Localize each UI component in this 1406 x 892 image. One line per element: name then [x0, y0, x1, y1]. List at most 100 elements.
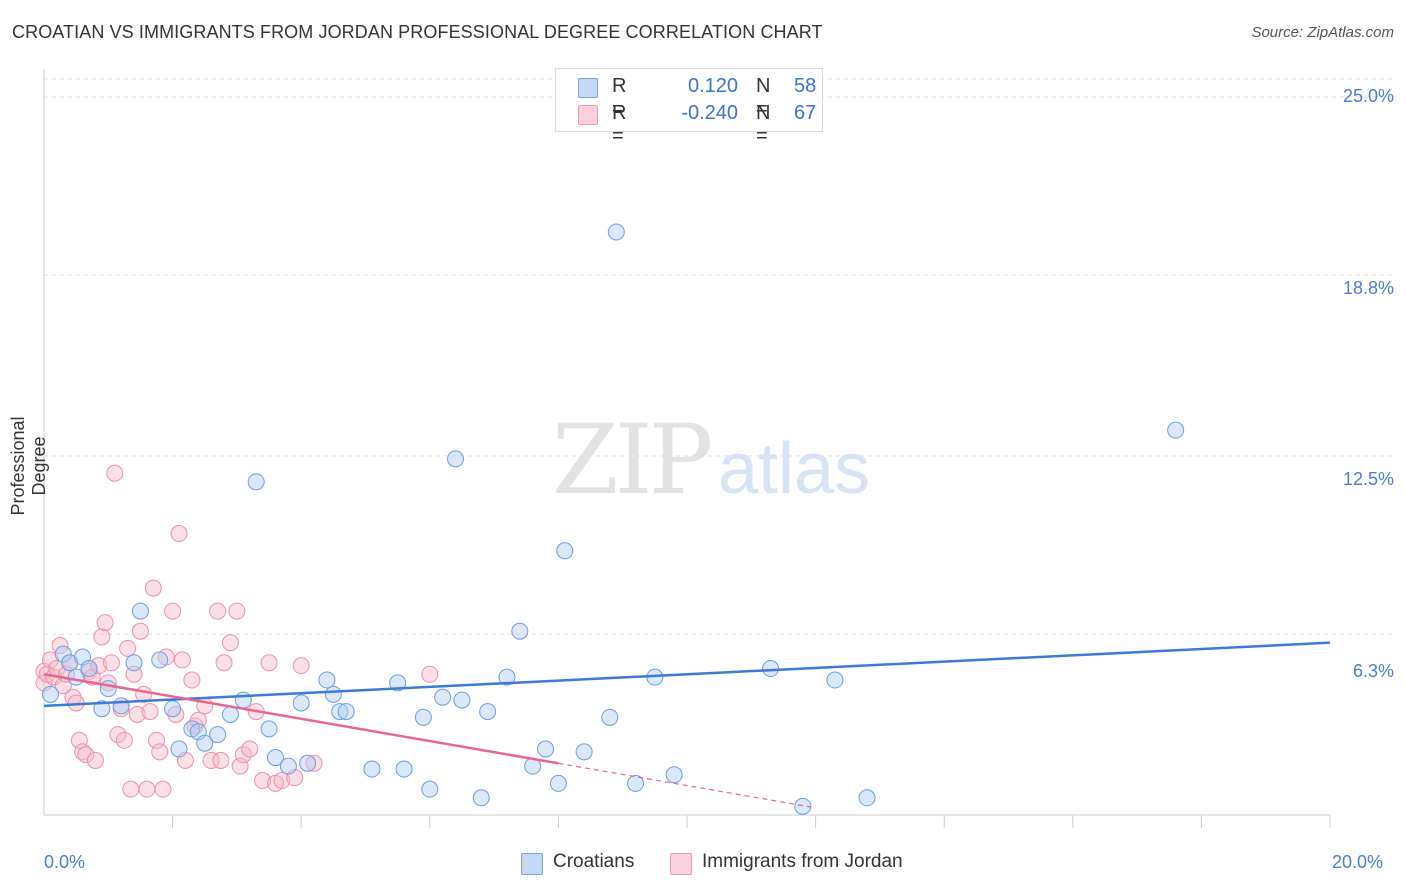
- jordan-point: [119, 639, 137, 657]
- jordan-point: [215, 654, 233, 672]
- croatian-point: [196, 734, 214, 752]
- jordan-point: [241, 740, 259, 758]
- jordan-point: [154, 780, 172, 798]
- r-label: R =: [612, 102, 627, 147]
- jordan-point: [292, 657, 310, 675]
- croatian-point: [826, 671, 844, 689]
- croatian-point: [292, 694, 310, 712]
- jordan-point: [164, 602, 182, 620]
- jordan-point: [421, 665, 439, 683]
- jordan-point: [131, 622, 149, 640]
- y-tick-label: 18.8%: [1342, 278, 1394, 298]
- jordan-point: [221, 634, 239, 652]
- jordan-point: [183, 671, 201, 689]
- croatian-point: [131, 602, 149, 620]
- jordan-point: [212, 751, 230, 769]
- jordan-point: [106, 464, 124, 482]
- croatian-point: [164, 700, 182, 718]
- croatian-point: [421, 780, 439, 798]
- croatian-point: [209, 726, 227, 744]
- croatian-point: [627, 774, 645, 792]
- croatian-point: [479, 703, 497, 721]
- jordan-point: [186, 717, 204, 735]
- jordan-point: [77, 746, 95, 764]
- jordan-point: [202, 751, 220, 769]
- jordan-point: [86, 751, 104, 769]
- chart-title: CROATIAN VS IMMIGRANTS FROM JORDAN PROFE…: [12, 22, 823, 42]
- y-axis-label: Professional Degree: [8, 416, 49, 516]
- croatian-point: [549, 774, 567, 792]
- watermark-zip: ZIP: [552, 404, 713, 516]
- source-credit: Source: ZipAtlas.com: [1251, 24, 1394, 41]
- croatian-point: [472, 789, 490, 807]
- x-tick-label: 0.0%: [44, 852, 86, 872]
- croatian-point: [363, 760, 381, 778]
- croatian-point: [537, 740, 555, 758]
- jordan-point: [254, 772, 272, 790]
- croatian-point: [395, 760, 413, 778]
- croatian-point: [331, 703, 349, 721]
- croatian-point: [112, 697, 130, 715]
- y-tick-label: 12.5%: [1342, 469, 1394, 489]
- legend-swatch: [521, 853, 543, 875]
- croatian-point: [575, 743, 593, 761]
- croatian-point: [266, 749, 284, 767]
- jordan-point: [128, 705, 146, 723]
- croatian-point: [556, 542, 574, 560]
- croatian-point: [221, 705, 239, 723]
- jordan-point: [305, 754, 323, 772]
- croatian-point: [125, 654, 143, 672]
- jordan-point: [109, 726, 127, 744]
- croatian-point: [260, 720, 278, 738]
- jordan-point: [74, 743, 92, 761]
- legend-swatch: [578, 105, 598, 125]
- croatian-point: [414, 708, 432, 726]
- croatian-point: [601, 708, 619, 726]
- croatian-point: [498, 668, 516, 686]
- croatian-point: [80, 660, 98, 678]
- n-value: 67: [794, 102, 817, 124]
- croatian-point: [93, 700, 111, 718]
- croatian-point: [99, 680, 117, 698]
- croatian-point: [234, 691, 252, 709]
- jordan-point: [96, 614, 114, 632]
- croatian-point: [665, 766, 683, 784]
- r-value: -0.240: [681, 102, 738, 124]
- correlation-legend: R = 0.120 N = 58 R = -0.240 N = 67: [555, 68, 823, 147]
- n-label: N =: [756, 75, 771, 120]
- legend-swatch: [578, 78, 598, 98]
- croatian-point: [151, 651, 169, 669]
- croatian-point: [279, 757, 297, 775]
- jordan-point: [234, 746, 252, 764]
- jordan-point: [115, 731, 133, 749]
- jordan-point: [260, 654, 278, 672]
- r-value: 0.120: [687, 75, 738, 97]
- jordan-point: [51, 637, 69, 655]
- jordan-trend-extension: [558, 762, 816, 809]
- croatian-point: [858, 789, 876, 807]
- croatian-point: [511, 622, 529, 640]
- jordan-trend-line: [43, 673, 559, 765]
- jordan-point: [170, 525, 188, 543]
- croatian-point: [54, 645, 72, 663]
- croatians-trend-line: [43, 641, 1331, 708]
- jordan-point: [141, 703, 159, 721]
- y-tick-label: 25.0%: [1342, 86, 1394, 106]
- r-label: R =: [612, 75, 627, 120]
- jordan-point: [173, 651, 191, 669]
- y-tick-label: 6.3%: [1352, 661, 1394, 681]
- jordan-point: [273, 772, 291, 790]
- jordan-point: [228, 602, 246, 620]
- n-value: 58: [794, 75, 817, 97]
- jordan-point: [103, 654, 121, 672]
- jordan-point: [209, 602, 227, 620]
- croatian-point: [1167, 421, 1185, 439]
- croatian-point: [762, 660, 780, 678]
- legend-swatch: [670, 853, 692, 875]
- croatian-point: [447, 450, 465, 468]
- jordan-point: [144, 579, 162, 597]
- legend-label: Immigrants from Jordan: [702, 851, 903, 872]
- jordan-point: [167, 705, 185, 723]
- croatian-point: [389, 674, 407, 692]
